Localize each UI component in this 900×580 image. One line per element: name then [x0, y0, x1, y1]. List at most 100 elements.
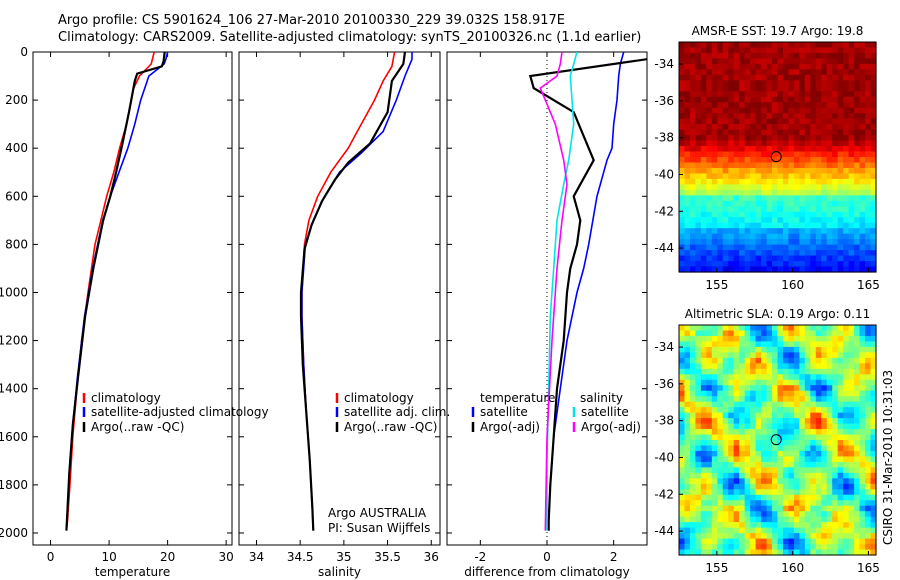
map-cell	[679, 533, 686, 540]
map-cell	[706, 167, 713, 175]
map-cell	[854, 157, 861, 164]
map-cell	[777, 140, 784, 147]
map-cell	[772, 418, 779, 425]
map-cell	[750, 505, 757, 512]
map-cell	[744, 184, 751, 191]
map-cell	[750, 325, 757, 332]
map-cell	[744, 80, 751, 87]
map-cell	[832, 85, 839, 92]
map-cell	[728, 52, 735, 60]
map-cell	[728, 96, 735, 103]
map-y-tick-label: -34	[654, 57, 674, 71]
map-cell	[689, 505, 697, 512]
map-cell	[870, 374, 877, 381]
map-cell	[739, 516, 746, 523]
map-cell	[717, 107, 724, 114]
map-cell	[810, 135, 817, 142]
map-cell	[728, 500, 735, 507]
map-cell	[766, 250, 773, 257]
map-cell	[843, 52, 850, 60]
map-cell	[706, 80, 713, 87]
map-cell	[843, 516, 850, 523]
map-cell	[722, 146, 729, 153]
map-cell	[684, 390, 691, 397]
map-cell	[711, 423, 718, 430]
map-cell	[733, 239, 740, 246]
map-cell	[848, 412, 855, 419]
map-cell	[750, 151, 757, 158]
map-cell	[832, 107, 839, 114]
map-cell	[722, 211, 729, 218]
map-cell	[711, 217, 718, 224]
map-cell	[821, 396, 828, 403]
map-cell	[865, 69, 872, 76]
map-cell	[717, 467, 724, 474]
map-cell	[766, 42, 773, 49]
map-cell	[832, 63, 839, 70]
map-cell	[837, 178, 844, 185]
map-cell	[733, 178, 740, 185]
map-cell	[848, 368, 855, 375]
map-cell	[788, 140, 795, 147]
map-cell	[750, 42, 757, 49]
map-cell	[859, 516, 866, 523]
map-cell	[722, 113, 729, 120]
map-cell	[821, 489, 828, 496]
map-cell	[744, 423, 751, 430]
map-cell	[689, 167, 697, 175]
map-cell	[711, 522, 718, 529]
credit-org: Argo AUSTRALIA	[328, 506, 427, 520]
map-cell	[679, 330, 686, 337]
map-cell	[772, 157, 779, 164]
map-cell	[859, 124, 866, 131]
map-cell	[859, 69, 866, 76]
map-cell	[761, 533, 768, 540]
map-cell	[728, 330, 735, 337]
map-cell	[793, 69, 800, 76]
map-cell	[854, 478, 861, 485]
map-cell	[799, 440, 806, 447]
map-cell	[799, 533, 806, 540]
map-cell	[722, 467, 729, 474]
map-cell	[733, 162, 740, 169]
map-cell	[854, 261, 861, 268]
map-cell	[848, 341, 855, 348]
map-cell	[848, 69, 855, 76]
map-cell	[832, 346, 839, 353]
map-cell	[750, 222, 757, 229]
map-cell	[733, 255, 740, 262]
map-cell	[804, 379, 811, 386]
map-cell	[859, 396, 866, 403]
map-cell	[750, 200, 757, 207]
map-cell	[700, 107, 707, 114]
map-cell	[706, 483, 713, 490]
map-cell	[733, 335, 740, 343]
map-cell	[684, 412, 691, 419]
map-cell	[810, 58, 817, 65]
map-cell	[843, 162, 850, 169]
map-cell	[832, 379, 839, 386]
map-cell	[679, 379, 686, 386]
map-cell	[777, 47, 784, 54]
map-cell	[706, 129, 713, 136]
map-cell	[782, 184, 790, 191]
map-cell	[750, 511, 757, 518]
map-cell	[854, 124, 861, 131]
map-cell	[733, 511, 740, 518]
map-cell	[793, 335, 800, 343]
map-cell	[782, 107, 790, 114]
map-cell	[711, 69, 718, 76]
map-cell	[684, 146, 691, 153]
map-cell	[788, 233, 795, 240]
map-cell	[815, 390, 822, 397]
map-cell	[744, 107, 751, 114]
map-cell	[870, 461, 877, 468]
map-cell	[821, 407, 828, 414]
map-cell	[837, 135, 844, 142]
map-cell	[700, 374, 707, 381]
map-cell	[832, 195, 839, 202]
map-cell	[843, 211, 850, 218]
map-cell	[755, 335, 762, 343]
map-cell	[744, 113, 751, 120]
map-cell	[837, 222, 844, 229]
